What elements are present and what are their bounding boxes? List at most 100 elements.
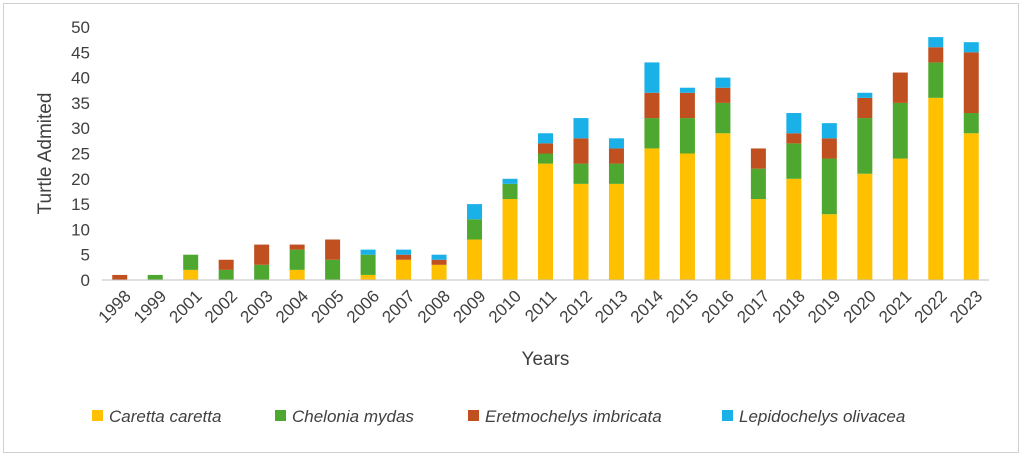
bar-segment-2012-s2	[573, 138, 589, 164]
bar-segment-2018-s0	[786, 178, 802, 280]
bar-segment-2023-s1	[963, 113, 979, 134]
bars-layer	[112, 37, 979, 280]
bar-segment-2001-s1	[183, 254, 199, 270]
bar-segment-2021-s1	[892, 102, 908, 159]
bar-segment-2012-s1	[573, 163, 589, 184]
bar-segment-2017-s0	[750, 199, 766, 280]
legend-label-s0: Caretta caretta	[109, 407, 221, 426]
bar-segment-2001-s0	[183, 269, 199, 280]
bar-segment-2003-s2	[254, 244, 270, 265]
bar-segment-2014-s2	[644, 92, 660, 119]
y-axis-ticks: 0 5 10 15 20 25 30 35 40 45 50	[71, 18, 90, 290]
bar-segment-2009-s1	[467, 219, 483, 240]
x-tick-label: 2011	[521, 287, 560, 326]
bar-segment-2012-s0	[573, 183, 589, 280]
bar-segment-2008-s3	[431, 254, 447, 260]
x-tick-label: 2001	[166, 287, 206, 327]
y-tick-label: 0	[81, 271, 90, 290]
bar-segment-2013-s3	[608, 138, 624, 149]
bar-segment-2010-s1	[502, 183, 518, 200]
bar-segment-2007-s3	[396, 249, 412, 255]
x-tick-label: 1999	[130, 287, 170, 327]
x-tick-label: 2015	[662, 287, 702, 327]
legend-swatch-s2	[468, 410, 479, 421]
bar-segment-2018-s1	[786, 143, 802, 179]
legend-label-s3: Lepidochelys olivacea	[739, 407, 905, 426]
bar-segment-2022-s3	[928, 37, 944, 48]
bar-segment-2006-s0	[360, 274, 376, 280]
x-tick-label: 2012	[556, 287, 596, 327]
bar-segment-2003-s1	[254, 264, 270, 280]
bar-segment-2021-s2	[892, 72, 908, 103]
bar-segment-2009-s0	[467, 239, 483, 280]
x-tick-label: 2008	[414, 287, 454, 327]
y-tick-label: 50	[71, 18, 90, 37]
chart-frame: 0 5 10 15 20 25 30 35 40 45 50 1998 1999 2001 2002 200…	[3, 3, 1019, 453]
bar-segment-2019-s1	[821, 158, 837, 215]
y-tick-label: 10	[71, 220, 90, 239]
bar-segment-2011-s0	[538, 163, 553, 280]
y-tick-label: 40	[71, 69, 90, 88]
bar-segment-2017-s2	[750, 148, 766, 169]
bar-segment-2020-s0	[857, 173, 873, 280]
x-tick-label: 2022	[911, 287, 951, 327]
legend-label-s2: Eretmochelys imbricata	[485, 407, 662, 426]
bar-segment-2007-s2	[396, 254, 412, 260]
bar-segment-2011-s1	[538, 153, 553, 164]
bar-segment-2008-s2	[431, 259, 447, 265]
bar-segment-2007-s0	[396, 259, 412, 280]
legend-label-s1: Chelonia mydas	[292, 407, 414, 426]
bar-segment-2022-s0	[928, 97, 944, 280]
bar-segment-2013-s1	[608, 163, 624, 184]
x-tick-label: 2005	[307, 287, 347, 327]
bar-segment-2014-s3	[644, 62, 660, 93]
bar-segment-2023-s3	[963, 42, 979, 53]
y-tick-label: 15	[71, 195, 90, 214]
x-tick-label: 2020	[840, 287, 880, 327]
bar-segment-2016-s0	[715, 133, 731, 280]
bar-segment-2019-s3	[821, 123, 837, 139]
bar-segment-2013-s2	[608, 148, 624, 164]
bar-segment-1998-s2	[112, 274, 128, 280]
x-axis-ticks: 1998199920012002200320042005200620072008…	[95, 287, 987, 327]
bar-segment-2015-s2	[679, 92, 695, 119]
y-tick-label: 30	[71, 119, 90, 138]
legend-swatch-s3	[722, 410, 733, 421]
bar-segment-2004-s2	[289, 244, 305, 250]
bar-segment-2013-s0	[608, 183, 624, 280]
bar-segment-2016-s2	[715, 87, 731, 103]
bar-segment-2017-s1	[750, 168, 766, 200]
x-tick-label: 2013	[591, 287, 631, 327]
bar-segment-2019-s2	[821, 138, 837, 159]
x-tick-label: 2019	[804, 287, 844, 327]
bar-segment-1999-s1	[147, 274, 163, 280]
legend-swatch-s0	[92, 410, 103, 421]
bar-segment-2016-s3	[715, 77, 731, 88]
bar-segment-2015-s1	[679, 118, 695, 154]
bar-segment-2016-s1	[715, 102, 731, 134]
bar-segment-2010-s0	[502, 199, 518, 280]
x-tick-label: 2004	[272, 287, 312, 327]
bar-segment-2014-s0	[644, 148, 660, 280]
x-tick-label: 2018	[769, 287, 809, 327]
x-tick-label: 2014	[627, 287, 667, 327]
x-tick-label: 2009	[449, 287, 489, 327]
bar-segment-2019-s0	[821, 214, 837, 280]
x-tick-label: 2003	[237, 287, 277, 327]
x-tick-label: 2010	[485, 287, 525, 327]
bar-segment-2014-s1	[644, 118, 660, 149]
bar-segment-2020-s1	[857, 118, 873, 174]
bar-segment-2015-s3	[679, 87, 695, 93]
x-tick-label: 2021	[875, 287, 915, 327]
bar-segment-2002-s2	[218, 259, 234, 270]
y-tick-label: 45	[71, 43, 90, 62]
y-tick-label: 20	[71, 170, 90, 189]
bar-segment-2015-s0	[679, 153, 695, 280]
x-tick-label: 2023	[946, 287, 986, 327]
bar-segment-2023-s0	[963, 133, 979, 280]
x-tick-label: 2007	[378, 287, 418, 327]
bar-segment-2005-s1	[325, 259, 341, 280]
x-tick-label: 2006	[343, 287, 383, 327]
bar-segment-2023-s2	[963, 52, 979, 114]
